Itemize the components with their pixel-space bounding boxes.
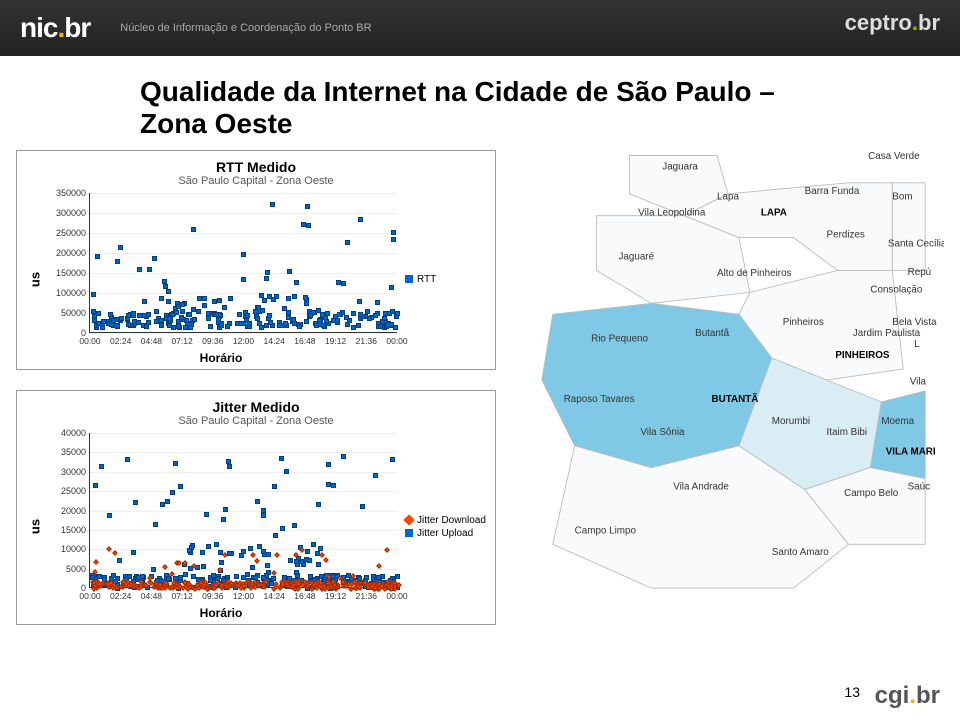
jitter-chart-subtitle: São Paulo Capital - Zona Oeste	[25, 415, 487, 427]
svg-text:Jaguaré: Jaguaré	[618, 252, 654, 263]
svg-text:Lapa: Lapa	[717, 191, 739, 202]
svg-text:Vila Sônia: Vila Sônia	[640, 427, 685, 438]
svg-text:PINHEIROS: PINHEIROS	[835, 350, 890, 361]
svg-text:Itaim Bibi: Itaim Bibi	[827, 427, 867, 438]
logo-nic-br: nic.br	[20, 12, 90, 44]
svg-text:L: L	[914, 339, 920, 350]
rtt-legend: RTT	[397, 272, 487, 287]
header-subtitle: Núcleo de Informação e Coordenação do Po…	[120, 22, 371, 34]
svg-text:Alto de Pinheiros: Alto de Pinheiros	[717, 268, 791, 279]
svg-text:Vila: Vila	[910, 376, 927, 387]
svg-text:Vila Andrade: Vila Andrade	[673, 482, 729, 493]
svg-text:Vila Leopoldina: Vila Leopoldina	[638, 208, 706, 219]
svg-text:Morumbi: Morumbi	[772, 416, 810, 427]
svg-text:Pinheiros: Pinheiros	[783, 317, 824, 328]
svg-text:Consolação: Consolação	[870, 284, 923, 295]
svg-text:Campo Limpo: Campo Limpo	[575, 525, 637, 536]
svg-text:Perdizes: Perdizes	[827, 230, 865, 241]
svg-text:Repú: Repú	[908, 267, 932, 278]
svg-text:Bela Vista: Bela Vista	[892, 317, 937, 328]
jitter-legend: Jitter Download Jitter Upload	[397, 513, 487, 541]
rtt-ylabel: us	[28, 269, 43, 289]
svg-text:Bom: Bom	[892, 191, 912, 202]
page-title: Qualidade da Internet na Cidade de São P…	[0, 56, 960, 150]
rtt-chart: RTT Medido São Paulo Capital - Zona Oest…	[16, 150, 496, 370]
svg-text:Barra Funda: Barra Funda	[805, 186, 860, 197]
rtt-chart-subtitle: São Paulo Capital - Zona Oeste	[25, 175, 487, 187]
sao-paulo-map: Jaguara Vila Leopoldina Lapa LAPA Barra Fund…	[512, 150, 944, 610]
diamond-icon	[403, 514, 414, 525]
rtt-plot-area: 0500001000001500002000002500003000003500…	[89, 193, 397, 333]
rtt-xlabel: Horário	[45, 351, 397, 365]
svg-text:BUTANTÃ: BUTANTÃ	[712, 394, 759, 405]
svg-text:Saúc: Saúc	[908, 482, 931, 493]
svg-text:LAPA: LAPA	[761, 208, 787, 219]
jitter-chart-title: Jitter Medido	[25, 399, 487, 415]
square-icon	[405, 529, 413, 537]
page-number: 13	[844, 684, 860, 700]
svg-text:Jardim Paulista: Jardim Paulista	[853, 328, 921, 339]
charts-column: RTT Medido São Paulo Capital - Zona Oest…	[16, 150, 496, 645]
svg-text:Moema: Moema	[881, 416, 914, 427]
jitter-xlabel: Horário	[45, 606, 397, 620]
logo-ceptro-br: ceptro.br	[845, 10, 940, 36]
jitter-ylabel: us	[28, 517, 43, 537]
svg-text:Butantã: Butantã	[695, 328, 729, 339]
jitter-plot-area: 0500010000150002000025000300003500040000…	[89, 433, 397, 588]
svg-text:VILA MARI: VILA MARI	[886, 446, 936, 457]
svg-text:Campo Belo: Campo Belo	[844, 488, 899, 499]
header-bar: nic.br Núcleo de Informação e Coordenaçã…	[0, 0, 960, 56]
rtt-chart-title: RTT Medido	[25, 159, 487, 175]
square-icon	[405, 275, 413, 283]
svg-text:Rio Pequeno: Rio Pequeno	[591, 334, 648, 345]
svg-text:Jaguara: Jaguara	[662, 162, 698, 173]
svg-text:Casa Verde: Casa Verde	[868, 151, 920, 162]
logo-cgi-br: cgi.br	[875, 682, 940, 710]
svg-text:Santo Amaro: Santo Amaro	[772, 547, 829, 558]
jitter-chart: Jitter Medido São Paulo Capital - Zona O…	[16, 390, 496, 625]
svg-text:Raposo Tavares: Raposo Tavares	[564, 394, 635, 405]
svg-text:Santa Cecília: Santa Cecília	[888, 238, 944, 249]
